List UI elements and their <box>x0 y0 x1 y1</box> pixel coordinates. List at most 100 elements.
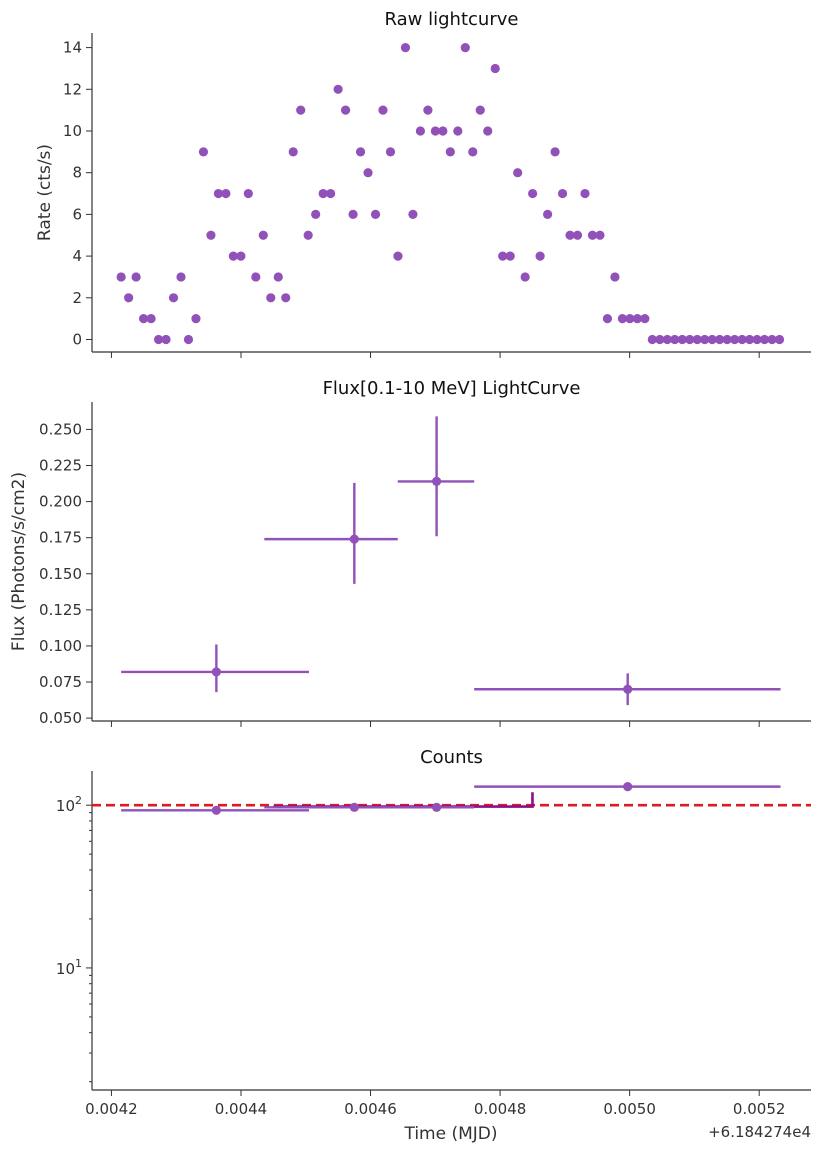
data-point <box>340 105 351 115</box>
data-point <box>183 334 194 345</box>
x-tick-label: 0.0042 <box>85 1100 138 1118</box>
y-tick-label: 101 <box>56 957 82 978</box>
data-point <box>752 334 762 345</box>
data-point <box>349 534 359 544</box>
panel-title: Flux[0.1-10 MeV] LightCurve <box>323 378 581 399</box>
data-point <box>438 126 448 136</box>
y-tick-label: 2 <box>72 289 82 307</box>
data-point <box>228 251 238 261</box>
data-point <box>430 126 440 136</box>
data-point <box>677 334 687 345</box>
y-tick-label: 102 <box>56 794 82 815</box>
data-point <box>370 209 381 219</box>
y-tick-label: 0.150 <box>39 565 82 583</box>
y-tick-label: 0.125 <box>39 601 82 619</box>
data-point <box>236 251 246 261</box>
data-point <box>423 105 433 115</box>
data-point <box>744 334 755 345</box>
data-point <box>730 334 740 345</box>
data-point <box>655 334 665 345</box>
data-point <box>415 126 426 136</box>
data-point <box>198 147 209 157</box>
x-axis-label: Time (MJD) <box>403 1124 497 1144</box>
y-axis-label: Rate (cts/s) <box>35 144 55 241</box>
x-tick-label: 0.0046 <box>344 1100 397 1118</box>
x-axis-offset-label: +6.184274e4 <box>708 1123 811 1141</box>
data-point <box>468 147 478 157</box>
data-point <box>146 314 156 324</box>
data-point <box>348 209 358 219</box>
data-point <box>432 476 442 486</box>
data-point <box>191 314 201 324</box>
data-point <box>153 334 164 345</box>
data-point <box>632 314 642 324</box>
data-point <box>513 168 523 178</box>
data-point <box>602 314 613 324</box>
data-point <box>692 334 702 345</box>
data-point <box>266 293 276 303</box>
y-tick-label: 0.200 <box>39 493 82 511</box>
data-point <box>520 272 530 282</box>
data-point <box>737 334 747 345</box>
y-tick-label: 0.050 <box>39 709 82 727</box>
data-point <box>124 293 134 303</box>
panel-title: Counts <box>420 747 483 768</box>
data-point <box>445 147 455 157</box>
data-point <box>453 126 463 136</box>
flux-lightcurve-panel: Flux[0.1-10 MeV] LightCurve 0.050 0.075 0.1… <box>9 378 811 727</box>
panel-title: Raw lightcurve <box>385 9 519 30</box>
data-point <box>610 272 620 282</box>
y-tick-label: 6 <box>72 205 82 223</box>
data-point <box>722 334 732 345</box>
data-point <box>498 251 508 261</box>
y-tick-label: 8 <box>72 164 82 182</box>
data-point <box>565 230 575 240</box>
data-point <box>623 782 633 792</box>
data-point <box>774 334 785 345</box>
data-point <box>211 667 221 677</box>
data-point <box>273 272 283 282</box>
data-point <box>483 126 493 136</box>
data-point <box>587 230 598 240</box>
data-point <box>505 251 515 261</box>
data-point <box>393 251 403 261</box>
data-point <box>707 334 717 345</box>
data-point <box>542 209 553 219</box>
data-point <box>475 105 485 115</box>
data-point <box>685 334 695 345</box>
data-point <box>378 105 388 115</box>
data-point <box>176 272 186 282</box>
data-point <box>138 314 149 324</box>
data-point <box>535 251 545 261</box>
y-tick-label: 4 <box>72 247 82 265</box>
data-point <box>213 188 224 199</box>
y-tick-label: 12 <box>63 80 82 98</box>
x-tick-label: 0.0052 <box>733 1100 786 1118</box>
data-point <box>490 63 500 74</box>
data-point <box>116 272 126 282</box>
data-point <box>640 314 650 324</box>
data-point <box>572 230 583 240</box>
y-tick-label: 14 <box>63 39 82 57</box>
data-point <box>363 168 373 178</box>
y-tick-label: 10 <box>63 122 82 140</box>
y-tick-label: 0.175 <box>39 529 82 547</box>
data-point <box>580 188 590 199</box>
data-point <box>243 188 253 199</box>
data-point <box>221 188 231 199</box>
data-point <box>168 293 179 303</box>
x-tick-label: 0.0050 <box>603 1100 656 1118</box>
data-point <box>460 42 470 53</box>
data-point <box>326 188 336 199</box>
data-point <box>333 84 343 94</box>
data-point <box>617 314 628 324</box>
data-point <box>647 334 657 345</box>
x-tick-label: 0.0048 <box>474 1100 527 1118</box>
data-point <box>311 209 321 219</box>
data-point <box>623 684 633 694</box>
data-point <box>400 42 411 53</box>
data-point <box>595 230 605 240</box>
data-point <box>131 272 141 282</box>
data-point <box>281 293 291 303</box>
